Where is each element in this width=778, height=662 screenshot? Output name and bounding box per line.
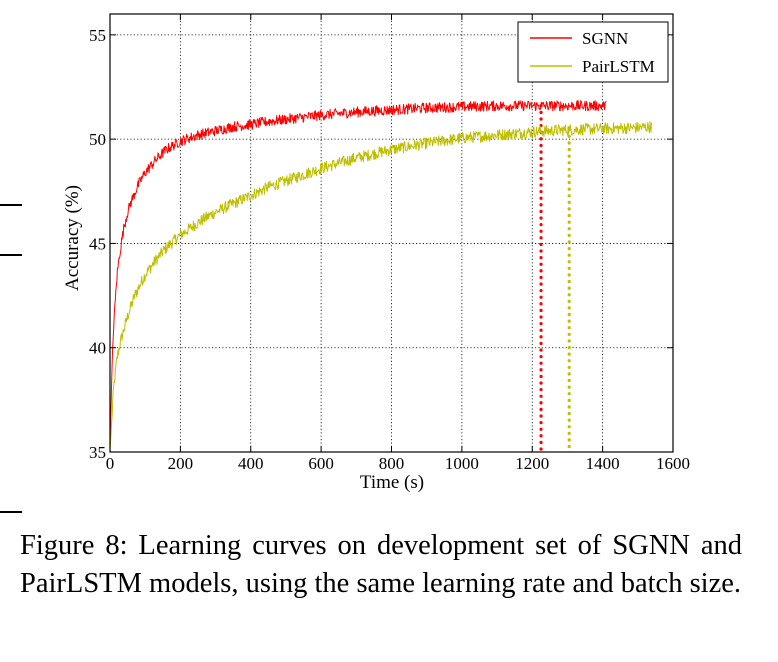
legend: SGNN PairLSTM — [517, 21, 669, 83]
y-tick-label: 35 — [89, 443, 106, 462]
y-tick-label: 50 — [89, 130, 106, 149]
x-tick-label: 800 — [379, 454, 405, 473]
convergence-markers — [539, 104, 571, 454]
series-line-pairlstm — [109, 121, 652, 453]
legend-label-sgnn: SGNN — [582, 29, 628, 48]
y-tick-labels: 35 40 45 50 55 — [89, 26, 106, 462]
series-line-sgnn — [109, 100, 607, 442]
x-tick-label: 600 — [308, 454, 334, 473]
x-tick-label: 400 — [238, 454, 264, 473]
x-tick-label: 1400 — [586, 454, 620, 473]
x-tick-label: 1200 — [515, 454, 549, 473]
edge-mark-top — [0, 204, 22, 206]
x-tick-label: 1600 — [656, 454, 690, 473]
edge-mark-bottom — [0, 511, 22, 513]
x-tick-label: 200 — [168, 454, 194, 473]
y-tick-label: 40 — [89, 339, 106, 358]
x-axis-label: Time (s) — [360, 472, 424, 493]
y-tick-label: 45 — [89, 234, 106, 253]
x-tick-label: 0 — [106, 454, 115, 473]
x-tick-labels: 0 200 400 600 800 1000 1200 1400 1600 — [106, 454, 690, 473]
legend-label-pairlstm: PairLSTM — [582, 57, 655, 76]
learning-curves-chart: 0 200 400 600 800 1000 1200 1400 1600 35 40 45 50 55… — [62, 13, 690, 493]
x-tick-label: 1000 — [445, 454, 479, 473]
figure-caption: Figure 8: Learning curves on development… — [20, 530, 742, 599]
edge-mark-middle — [0, 254, 22, 256]
y-axis-label: Accuracy (%) — [62, 185, 83, 291]
y-tick-label: 55 — [89, 26, 106, 45]
tick-marks — [109, 14, 674, 453]
series-lines — [109, 100, 652, 453]
legend-box — [517, 21, 669, 83]
